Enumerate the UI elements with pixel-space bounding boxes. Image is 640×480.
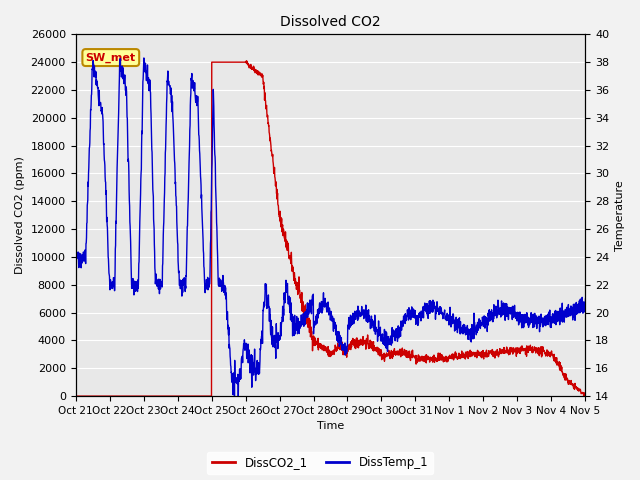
Legend: DissCO2_1, DissTemp_1: DissCO2_1, DissTemp_1 xyxy=(207,452,433,474)
Y-axis label: Temperature: Temperature xyxy=(615,180,625,251)
Text: SW_met: SW_met xyxy=(86,52,136,63)
Title: Dissolved CO2: Dissolved CO2 xyxy=(280,15,381,29)
Y-axis label: Dissolved CO2 (ppm): Dissolved CO2 (ppm) xyxy=(15,156,25,274)
X-axis label: Time: Time xyxy=(317,421,344,432)
